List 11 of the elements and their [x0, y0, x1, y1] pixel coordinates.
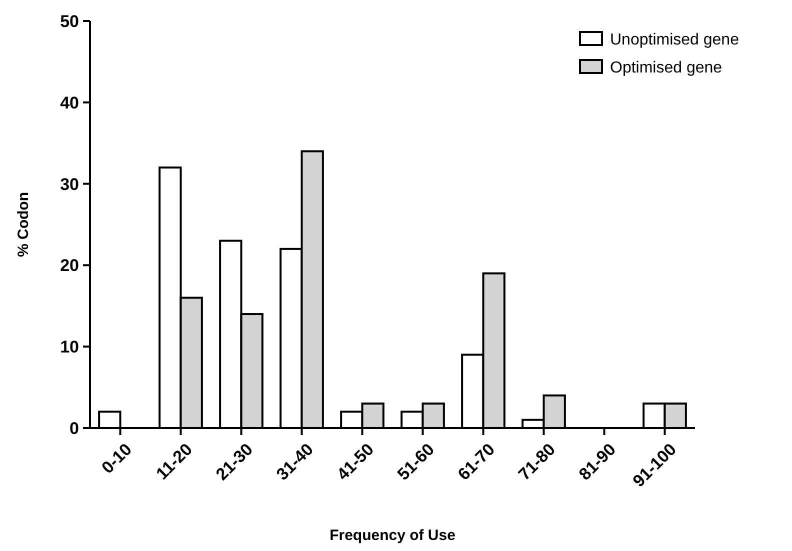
x-tick-label: 0-10 — [98, 440, 136, 478]
x-axis-title: Frequency of Use — [330, 527, 456, 544]
y-tick-label: 10 — [60, 338, 79, 357]
y-tick-label: 50 — [60, 12, 79, 31]
legend-label: Unoptimised gene — [610, 32, 740, 49]
y-tick-label: 20 — [60, 256, 79, 276]
y-axis-title: % Codon — [15, 192, 32, 257]
y-tick-label: 0 — [70, 418, 79, 438]
legend-label: Optimised gene — [610, 60, 722, 77]
y-tick-label: 30 — [60, 174, 79, 194]
y-tick-label: 40 — [60, 93, 79, 112]
